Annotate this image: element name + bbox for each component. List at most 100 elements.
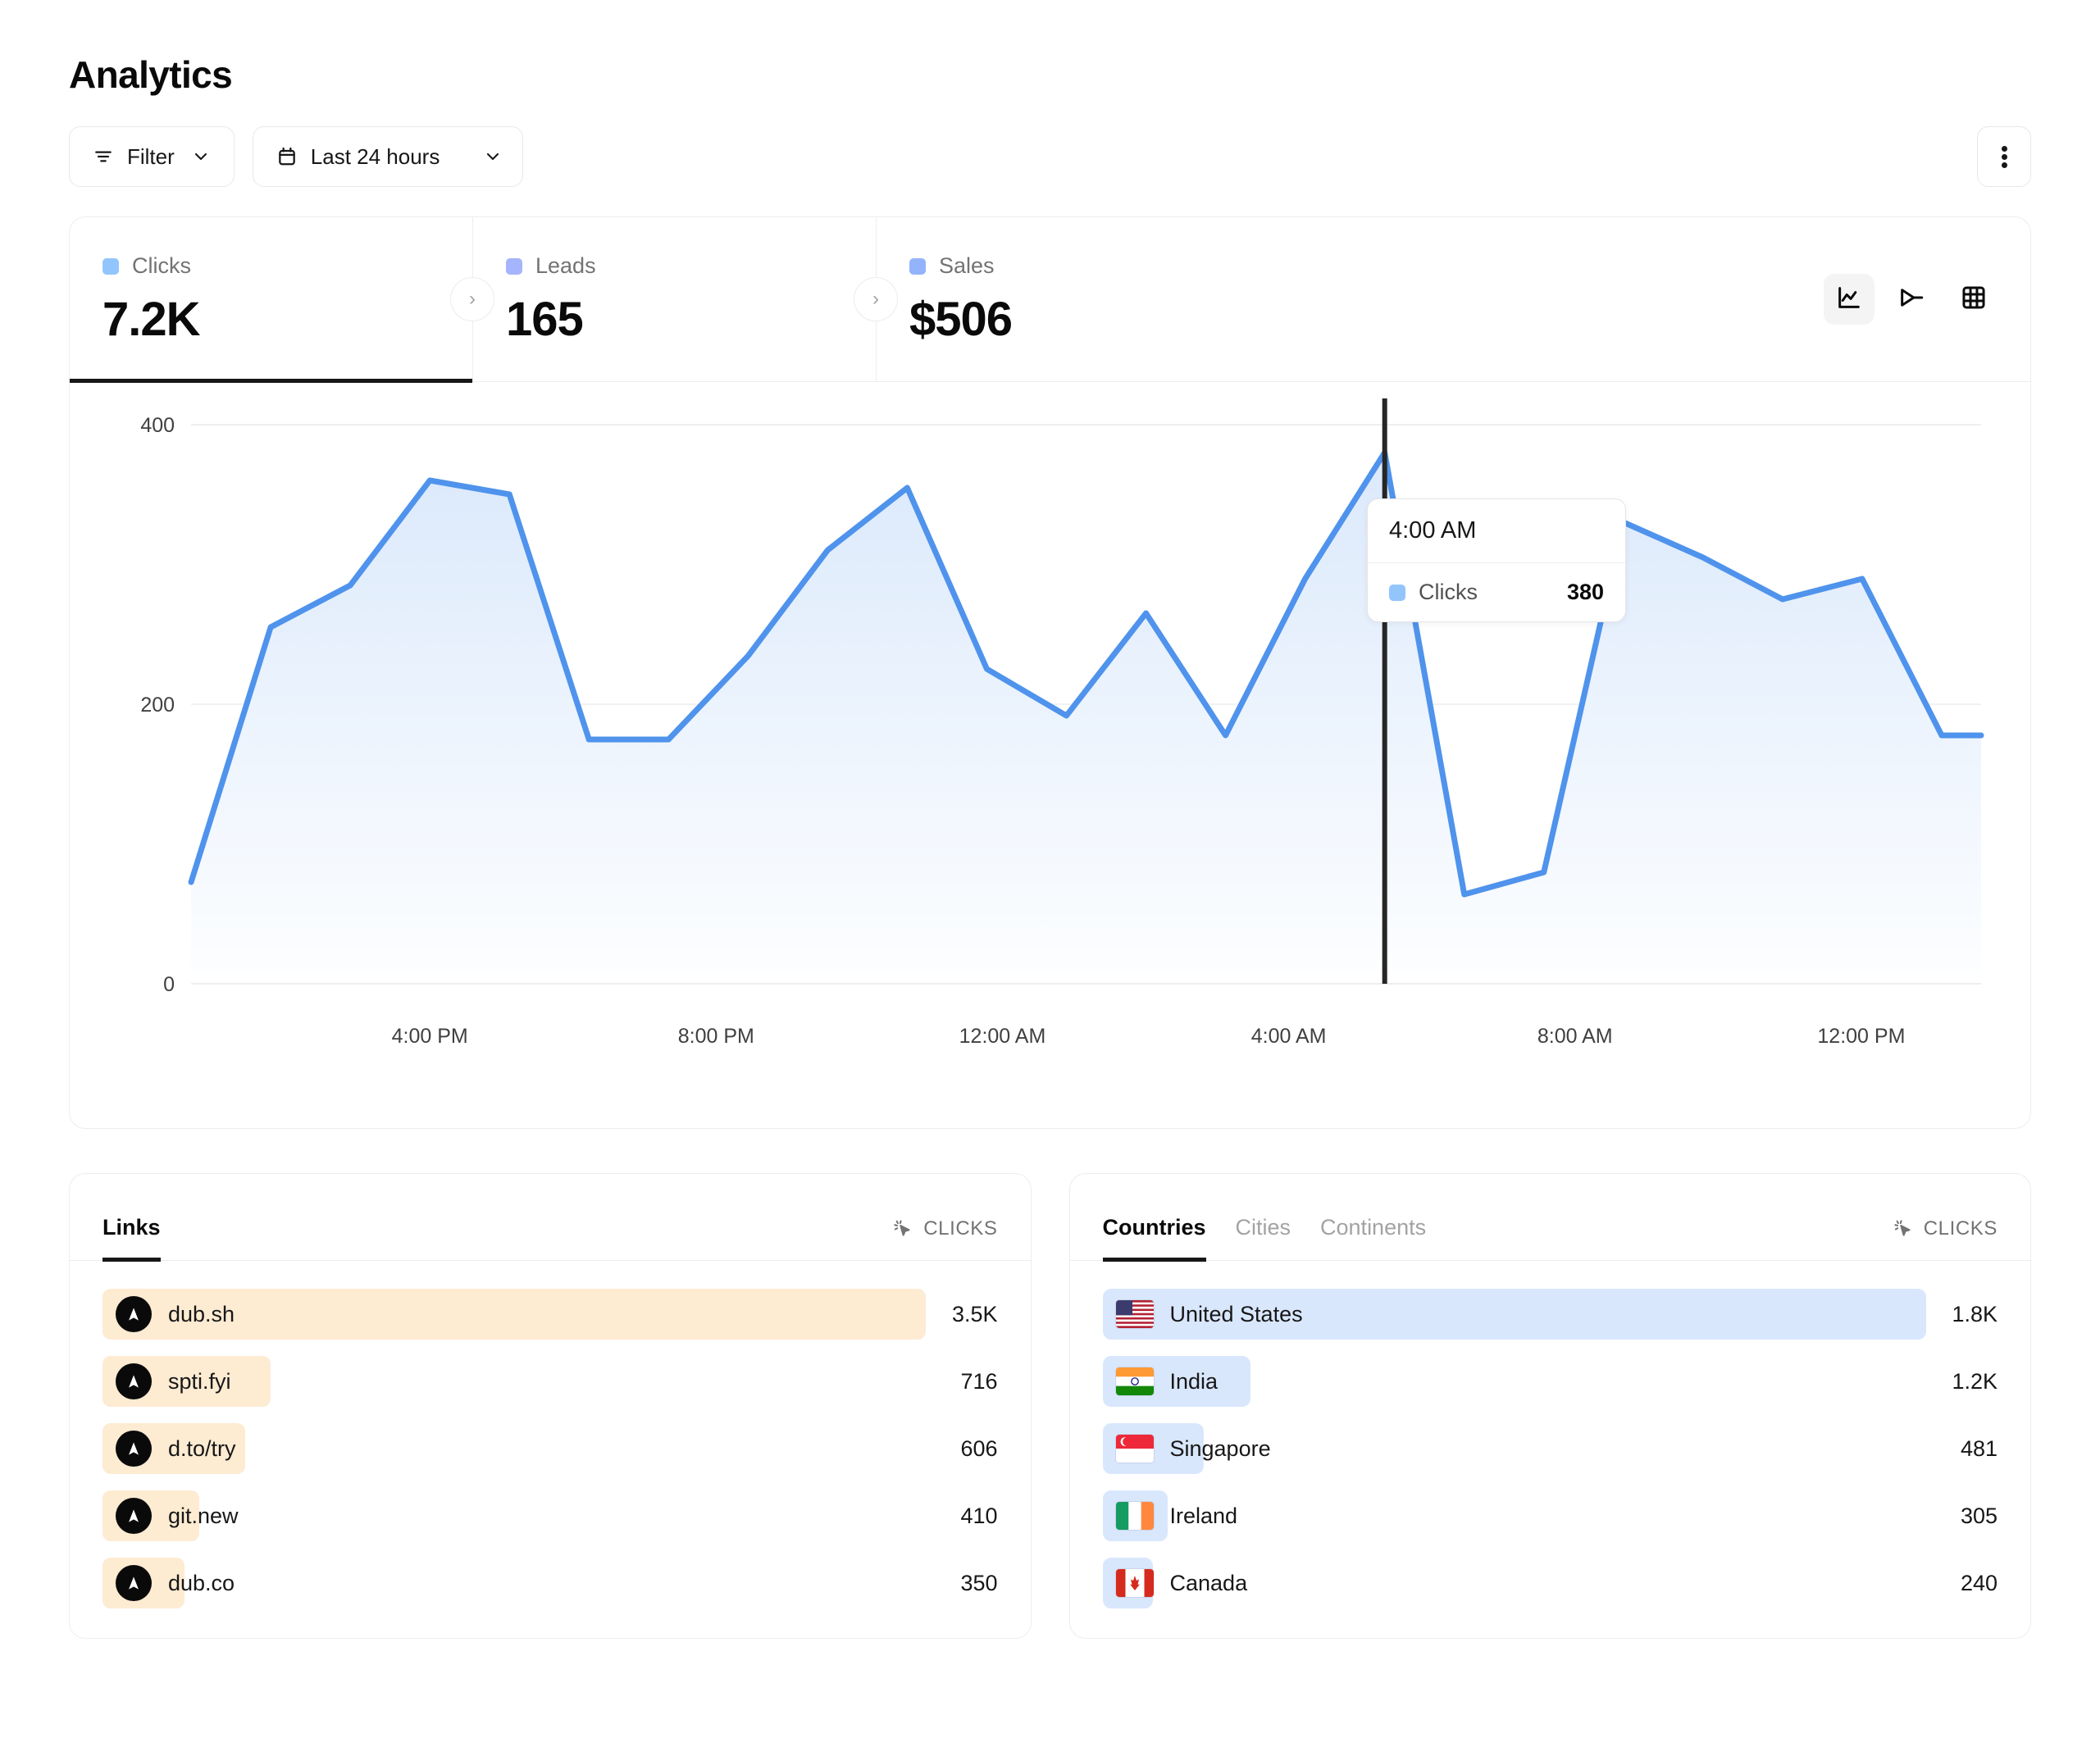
- x-tick-3: 4:00 AM: [1251, 1025, 1327, 1048]
- row-label: spti.fyi: [168, 1368, 231, 1394]
- date-range-button[interactable]: Last 24 hours: [252, 126, 523, 187]
- chevron-down-icon: [191, 147, 211, 166]
- x-tick-2: 12:00 AM: [959, 1025, 1046, 1048]
- page-title: Analytics: [69, 53, 233, 96]
- links-metric-selector[interactable]: CLICKS: [892, 1217, 997, 1260]
- links-metric-label: CLICKS: [923, 1217, 998, 1240]
- kebab-menu-icon: [2001, 143, 2007, 171]
- dub-logo-icon: [116, 1431, 152, 1467]
- metric-tab-leads[interactable]: Leads 165 ›: [473, 217, 898, 381]
- geo-metric-label: CLICKS: [1923, 1217, 1998, 1240]
- row-label: dub.co: [168, 1570, 235, 1595]
- metric-tab-sales[interactable]: Sales $506: [877, 217, 1280, 381]
- tooltip-swatch: [1389, 584, 1405, 601]
- metric-label: Leads: [535, 253, 596, 278]
- list-item[interactable]: India 1.2K: [1102, 1356, 1998, 1407]
- list-item[interactable]: Singapore 481: [1102, 1423, 1998, 1474]
- list-item[interactable]: dub.sh 3.5K: [102, 1289, 998, 1340]
- tab-continents[interactable]: Continents: [1320, 1215, 1427, 1240]
- row-label: Ireland: [1169, 1503, 1238, 1528]
- list-item[interactable]: d.to/try 606: [102, 1423, 998, 1474]
- chart-area-fill: [191, 453, 1981, 972]
- row-label: dub.sh: [168, 1301, 235, 1326]
- row-value: 716: [960, 1368, 998, 1394]
- bottom-panels: Links CLICKS: [69, 1173, 2031, 1639]
- tab-countries[interactable]: Countries: [1102, 1215, 1206, 1262]
- dub-logo-icon: [116, 1363, 152, 1399]
- dub-logo-icon: [116, 1565, 152, 1601]
- row-value: 1.2K: [1952, 1368, 1998, 1394]
- chart-svg: 400 200 0 4:00 PM 8:00 PM 12:00 AM 4:00 …: [140, 398, 1984, 1048]
- tooltip-time: 4:00 AM: [1389, 517, 1477, 544]
- clicks-area-chart[interactable]: 400 200 0 4:00 PM 8:00 PM 12:00 AM 4:00 …: [70, 382, 2030, 1128]
- row-value: 606: [960, 1435, 998, 1461]
- x-tick-4: 8:00 AM: [1537, 1025, 1613, 1048]
- row-label: India: [1169, 1368, 1219, 1394]
- calendar-icon: [276, 146, 298, 167]
- filter-icon: [93, 146, 114, 167]
- metric-tab-clicks[interactable]: Clicks 7.2K ›: [70, 217, 494, 383]
- leads-swatch: [506, 257, 522, 275]
- x-tick-1: 8:00 PM: [678, 1025, 754, 1048]
- metrics-tabs: Clicks 7.2K › Leads 165 › Sales $506: [70, 217, 2030, 383]
- funnel-icon: [1897, 284, 1925, 316]
- cursor-click-icon: [892, 1218, 913, 1240]
- cursor-click-icon: [1893, 1218, 1914, 1240]
- chevron-down-icon: [483, 147, 503, 166]
- tab-links[interactable]: Links: [102, 1215, 161, 1262]
- x-tick-0: 4:00 PM: [392, 1025, 468, 1048]
- x-tick-5: 12:00 PM: [1817, 1025, 1905, 1048]
- list-item[interactable]: git.new 410: [102, 1490, 998, 1541]
- row-value: 410: [960, 1503, 998, 1528]
- dub-logo-icon: [116, 1498, 152, 1534]
- geo-rows: United States 1.8K: [1070, 1261, 2031, 1638]
- dub-logo-icon: [116, 1296, 152, 1332]
- sales-swatch: [909, 257, 926, 275]
- metric-value: $506: [909, 293, 1013, 346]
- y-tick-200: 200: [140, 694, 175, 717]
- metric-next-icon-leads[interactable]: ›: [854, 277, 898, 321]
- view-funnel-button[interactable]: [1886, 274, 1937, 325]
- links-panel: Links CLICKS: [69, 1173, 1032, 1639]
- links-rows: dub.sh 3.5K spti.fyi 716: [70, 1261, 1031, 1638]
- y-tick-400: 400: [140, 414, 175, 437]
- tooltip-series-value: 380: [1566, 580, 1604, 604]
- list-item[interactable]: United States 1.8K: [1102, 1289, 1998, 1340]
- row-value: 3.5K: [951, 1301, 998, 1326]
- more-options-button[interactable]: [1977, 126, 2031, 187]
- filter-label: Filter: [127, 143, 175, 169]
- flag-ie-icon: [1115, 1502, 1154, 1530]
- row-value: 481: [1960, 1435, 1998, 1461]
- row-value: 240: [1960, 1570, 1998, 1595]
- flag-us-icon: [1115, 1300, 1154, 1328]
- metric-value: 7.2K: [102, 293, 201, 346]
- row-value: 305: [1960, 1503, 1998, 1528]
- filter-button[interactable]: Filter: [69, 126, 235, 187]
- view-table-button[interactable]: [1948, 274, 1999, 325]
- flag-in-icon: [1115, 1367, 1154, 1395]
- view-line-chart-button[interactable]: [1824, 274, 1875, 325]
- table-grid-icon: [1960, 284, 1988, 316]
- line-chart-icon: [1835, 284, 1863, 316]
- clicks-swatch: [102, 257, 119, 275]
- row-value: 350: [960, 1570, 998, 1595]
- geo-metric-selector[interactable]: CLICKS: [1893, 1217, 1998, 1260]
- metric-label: Clicks: [132, 253, 191, 278]
- row-label: Singapore: [1169, 1435, 1271, 1461]
- tooltip-series-label: Clicks: [1419, 580, 1478, 604]
- row-label: git.new: [168, 1503, 239, 1528]
- metric-label: Sales: [939, 253, 995, 278]
- list-item[interactable]: spti.fyi 716: [102, 1356, 998, 1407]
- list-item[interactable]: Ireland 305: [1102, 1490, 1998, 1541]
- tab-cities[interactable]: Cities: [1235, 1215, 1291, 1240]
- chart-series-group: [188, 449, 1984, 972]
- row-value: 1.8K: [1952, 1301, 1998, 1326]
- view-toggle-group: [1824, 274, 1999, 325]
- toolbar: Filter Last 24 hours: [69, 126, 2031, 187]
- flag-sg-icon: [1115, 1435, 1154, 1463]
- chart-x-axis-labels: 4:00 PM 8:00 PM 12:00 AM 4:00 AM 8:00 AM…: [392, 1025, 1906, 1048]
- metric-next-icon-clicks[interactable]: ›: [450, 277, 494, 321]
- metric-value: 165: [506, 293, 584, 346]
- list-item[interactable]: dub.co 350: [102, 1558, 998, 1608]
- list-item[interactable]: Canada 240: [1102, 1558, 1998, 1608]
